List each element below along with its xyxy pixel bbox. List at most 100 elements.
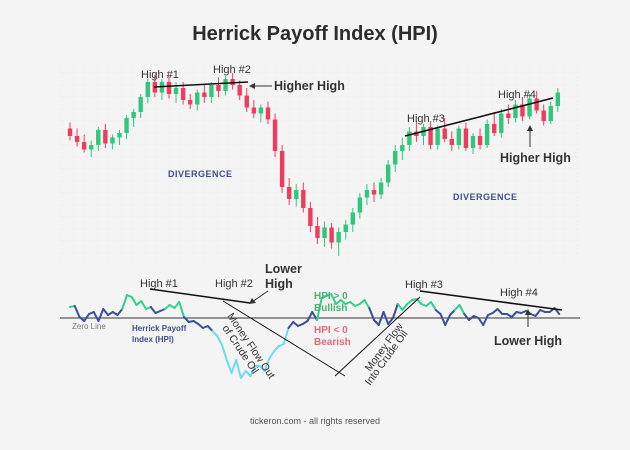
- candle-body: [279, 151, 285, 187]
- candle-body: [407, 131, 412, 145]
- hpi-line-segment: [468, 315, 475, 321]
- candle-body: [216, 85, 221, 91]
- hpi-line-segment: [339, 299, 347, 305]
- hpi-line-segment: [477, 317, 485, 326]
- candle-body: [449, 139, 454, 145]
- candle-body: [166, 82, 172, 94]
- hpi-line-segment: [401, 303, 409, 311]
- hpi-line-segment: [425, 301, 432, 307]
- candle-body: [393, 151, 398, 165]
- candle-body: [286, 187, 292, 199]
- hpi-line-segment: [482, 314, 489, 326]
- trendline-price-right: [404, 97, 554, 137]
- hpi-line-segment: [392, 303, 399, 319]
- trendline-price-left: [153, 81, 249, 88]
- hpi-line-segment: [92, 311, 100, 322]
- candle-body: [385, 164, 391, 183]
- hpi-line-segment: [183, 316, 190, 323]
- candle-body: [492, 124, 497, 133]
- divergence-right-label: DIVERGENCE: [453, 192, 518, 202]
- hpi-line-segment: [368, 307, 375, 321]
- price-high3-label: High #3: [407, 113, 445, 125]
- candle-body: [534, 98, 539, 111]
- hpi-label-line2: Index (HPI): [132, 335, 174, 344]
- hpi-line-segment: [306, 311, 314, 322]
- hpi-line-segment: [268, 350, 276, 359]
- hpi-line-segment: [282, 327, 290, 345]
- candle-body: [173, 88, 179, 94]
- hpi-label-line1: Herrick Payoff: [132, 324, 187, 333]
- hpi-negative-label-2: Bearish: [314, 337, 351, 348]
- candle-body: [435, 128, 440, 145]
- hpi-line-segment: [363, 299, 371, 309]
- candle-body: [308, 208, 313, 226]
- hpi-high3-label: High #3: [405, 279, 443, 291]
- divergence-left-label: DIVERGENCE: [168, 169, 233, 179]
- candle-body: [67, 128, 73, 136]
- hpi-high4-label: High #4: [500, 287, 538, 299]
- hpi-high1-label: High #1: [140, 278, 178, 290]
- lower-high-left-label-1: Lower: [265, 262, 302, 276]
- hpi-line-segment: [434, 309, 442, 315]
- hpi-line-segment: [330, 293, 337, 305]
- hpi-line-segment: [316, 297, 323, 321]
- candle-body: [371, 190, 377, 195]
- candle-body: [400, 145, 405, 151]
- hpi-line-segment: [534, 309, 542, 317]
- candle-body: [336, 232, 341, 243]
- hpi-line-segment: [225, 359, 233, 374]
- hpi-line-segment: [164, 304, 171, 310]
- chart-title: Herrick Payoff Index (HPI): [192, 23, 438, 45]
- candle-body: [74, 136, 80, 142]
- hpi-high2-label: High #2: [215, 278, 253, 290]
- hpi-line-segment: [491, 308, 499, 314]
- candle-body: [209, 85, 214, 97]
- candle-body: [484, 124, 490, 145]
- hpi-line-segment: [178, 301, 185, 318]
- lower-high-right-label: Lower High: [494, 334, 562, 348]
- candle-body: [378, 182, 384, 195]
- flow-in-line: [334, 296, 421, 377]
- hpi-line-segment: [121, 294, 128, 310]
- hpi-line-segment: [439, 313, 447, 326]
- candle-body: [428, 127, 433, 145]
- price-high2-label: High #2: [213, 64, 251, 76]
- candle-body: [138, 97, 143, 112]
- candle-body: [131, 112, 136, 118]
- hpi-line-segment: [130, 296, 138, 306]
- candle-body: [357, 197, 363, 213]
- hpi-line-segment: [496, 308, 504, 315]
- higher-high-left-label: Higher High: [274, 79, 345, 93]
- hpi-negative-label-1: HPI < 0: [314, 325, 348, 336]
- candle-body: [350, 212, 355, 225]
- candle-body: [89, 145, 94, 150]
- trendline-hpi-right: [419, 290, 563, 311]
- candle-body: [520, 104, 525, 117]
- flow-out-line: [222, 300, 346, 377]
- candle-body: [527, 98, 532, 117]
- candle-body: [343, 224, 348, 232]
- hpi-positive-label-1: HPI > 0: [314, 291, 348, 302]
- candle-body: [187, 100, 193, 105]
- hpi-line-segment: [382, 311, 390, 325]
- lower-high-left-arrowhead: [249, 298, 256, 304]
- hpi-line-segment: [221, 344, 228, 361]
- hpi-line-segment: [335, 299, 342, 305]
- hpi-line-series: [69, 293, 561, 379]
- hpi-line-segment: [444, 314, 451, 326]
- candle-body: [265, 107, 271, 120]
- hpi-line-segment: [206, 325, 214, 332]
- hpi-positive-label-2: Bullish: [314, 303, 347, 314]
- candle-body: [244, 95, 249, 108]
- candle-body: [463, 128, 469, 148]
- candle-body: [103, 130, 108, 144]
- candle-body: [294, 190, 299, 199]
- hpi-line-segment: [83, 313, 90, 322]
- candle-body: [110, 137, 115, 144]
- zero-line-label: Zero Line: [72, 322, 106, 331]
- candle-body: [81, 142, 87, 150]
- hpi-line-segment: [358, 299, 366, 305]
- hpi-line-segment: [135, 300, 143, 306]
